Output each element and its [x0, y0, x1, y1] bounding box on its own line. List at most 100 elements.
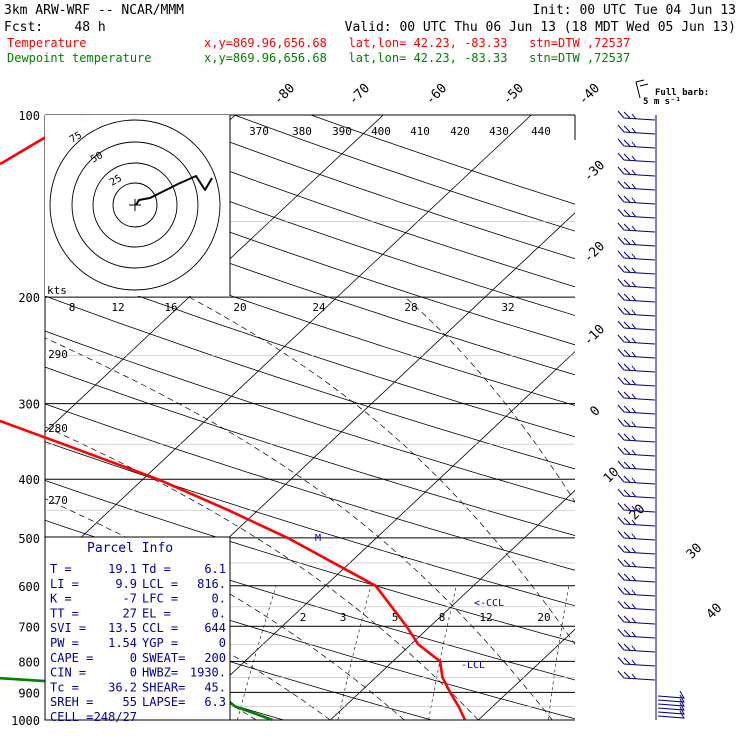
hodograph-ring [71, 141, 199, 269]
parcel-param-label: LCL = [142, 577, 178, 591]
parcel-param-value: 0 [130, 666, 137, 680]
dry-adiabat-line [234, 115, 575, 232]
wind-barb [617, 404, 656, 415]
parcel-param-label: LAPSE= [142, 695, 185, 709]
mixing-ratio-line [547, 585, 570, 720]
temperature-curve [0, 113, 467, 721]
wind-barb [617, 124, 656, 135]
isotherm-tick-label: -70 [346, 81, 373, 108]
wind-barb [617, 642, 656, 653]
parcel-param-value: 248/27 [94, 710, 137, 724]
wind-barb [617, 334, 656, 345]
isotherm-tick-label: -10 [581, 322, 608, 349]
barb-key-icon [635, 79, 649, 99]
parcel-param-label: Tc = [50, 680, 79, 694]
scale-tick-label: 16 [164, 301, 177, 314]
theta-tick-label: 400 [371, 125, 391, 138]
temperature-legend: Temperature [7, 36, 86, 50]
mixing-ratio-tick-label: 20 [537, 611, 550, 624]
scale-tick-label: 32 [501, 301, 514, 314]
ccl-marker: <-CCL [474, 598, 504, 609]
wind-barb [617, 208, 656, 219]
mixing-ratio-tick-label: 5 [392, 611, 399, 624]
wind-barb [617, 418, 656, 429]
wind-barb-low [657, 702, 685, 711]
parcel-param-value: 45. [204, 680, 226, 694]
parcel-param-label: CCL = [142, 621, 178, 635]
wind-barb [617, 138, 656, 149]
wind-barb-low [657, 710, 685, 719]
parcel-param-value: 6.1 [204, 562, 226, 576]
wind-barb [617, 292, 656, 303]
wind-barb [617, 376, 656, 387]
init-time: Init: 00 UTC Tue 04 Jun 13 [533, 3, 737, 18]
wind-barb [617, 390, 656, 401]
wind-barb [617, 264, 656, 275]
lcl-marker: -LCL [461, 660, 485, 671]
mixing-ratio-line [428, 585, 457, 720]
hodograph-ring-label: 25 [108, 173, 124, 189]
parcel-param-value: 0. [212, 592, 226, 606]
mixing-ratio-tick-label: 8 [439, 611, 446, 624]
wind-barb [617, 362, 656, 373]
isotherm-tick-label: -30 [581, 158, 608, 185]
parcel-param-value: 36.2 [108, 680, 137, 694]
parcel-param-label: SREH = [50, 695, 93, 709]
theta-tick-label: 370 [249, 125, 269, 138]
parcel-param-label: K = [50, 592, 72, 606]
wind-barb [617, 586, 656, 597]
wind-barb [617, 460, 656, 471]
isotherm-line [330, 489, 575, 720]
pressure-tick-label: 900 [18, 686, 40, 700]
scale-tick-label: 24 [312, 301, 326, 314]
parcel-param-label: Td = [142, 562, 171, 576]
dry-adiabat-line [310, 115, 575, 205]
wind-barb [617, 278, 656, 289]
isotherm-tick-label: -20 [581, 239, 608, 266]
wind-barb [617, 488, 656, 499]
barb-key-line1: Full barb: [655, 88, 709, 98]
wind-barb [617, 656, 656, 667]
mixing-ratio-line [337, 585, 372, 720]
isotherm-line [45, 115, 384, 433]
pressure-tick-label: 300 [18, 398, 40, 412]
theta-tick-label: 440 [531, 125, 551, 138]
wind-barb [617, 110, 656, 121]
dewpoint-legend: Dewpoint temperature [7, 51, 152, 65]
parcel-param-value: 13.5 [108, 621, 137, 635]
barb-key-line2: 5 m s⁻¹ [643, 97, 681, 107]
theta-tick-label: 420 [450, 125, 470, 138]
moist-adiabat-line [574, 296, 575, 299]
hodograph-units-label: kts [47, 284, 67, 297]
parcel-param-label: LI = [50, 577, 79, 591]
wind-barb [617, 348, 656, 359]
pressure-tick-label: 200 [18, 291, 40, 305]
isotherm-line [626, 115, 740, 720]
parcel-param-value: 0 [130, 651, 137, 665]
parcel-param-value: 0 [219, 636, 226, 650]
parcel-param-value: 55 [123, 695, 137, 709]
parcel-param-label: YGP = [142, 636, 178, 650]
parcel-param-label: T = [50, 562, 72, 576]
isotherm-tick-label: 20 [627, 502, 649, 524]
isotherm-tick-label: -40 [576, 81, 603, 108]
isotherm-line [182, 351, 575, 720]
pressure-tick-label: 700 [18, 620, 40, 634]
parcel-param-label: LFC = [142, 592, 178, 606]
parcel-param-label: HWBZ= [142, 666, 178, 680]
forecast-hour: Fcst: 48 h [4, 20, 106, 35]
theta-tick-label: 430 [489, 125, 509, 138]
isotherm-line [478, 628, 575, 720]
theta-tick-label: 290 [48, 348, 68, 361]
temperature-location: x,y=869.96,656.68 lat,lon= 42.23, -83.33… [204, 36, 630, 50]
wind-barb [617, 432, 656, 443]
pressure-tick-label: 600 [18, 580, 40, 594]
wind-barb [617, 530, 656, 541]
wind-barb-low [657, 698, 685, 707]
mixing-ratio-tick-label: 2 [300, 611, 307, 624]
isotherm-tick-label: -50 [500, 81, 527, 108]
parcel-param-value: 200 [204, 651, 226, 665]
scale-tick-label: 20 [233, 301, 246, 314]
pressure-tick-label: 400 [18, 473, 40, 487]
